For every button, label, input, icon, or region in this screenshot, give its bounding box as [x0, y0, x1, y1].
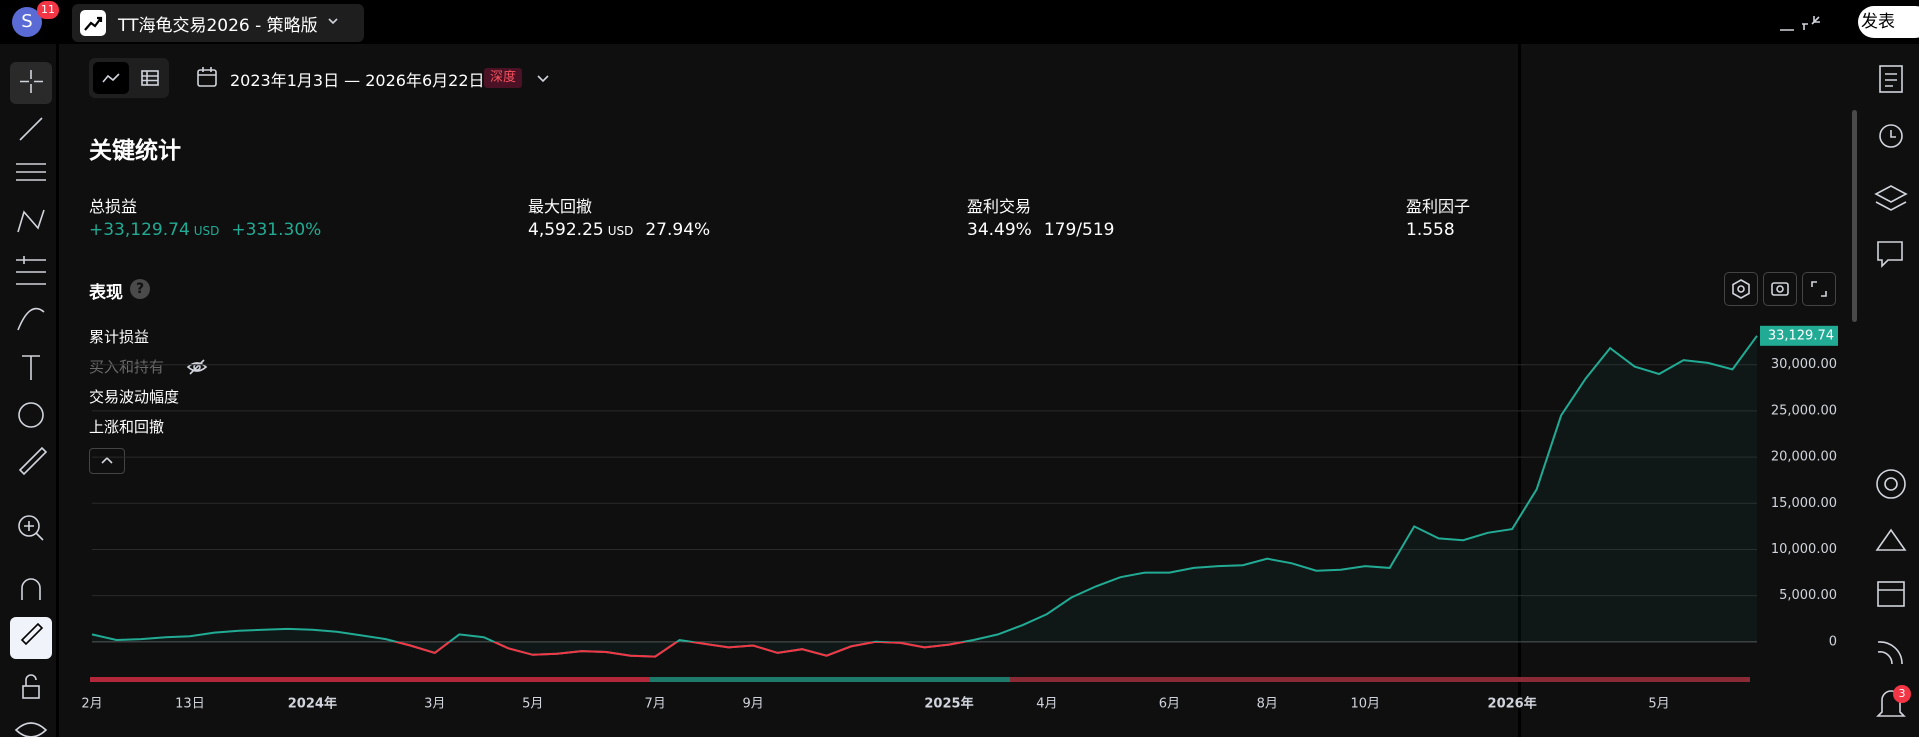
y-tick-label: 0: [1829, 634, 1837, 649]
trade-stripe: [650, 677, 1010, 682]
key-stats-title: 关键统计: [89, 138, 181, 164]
snapshot-button[interactable]: [1763, 272, 1797, 306]
stat-value: 34.49%: [967, 220, 1032, 240]
last-value-box: [1760, 325, 1838, 346]
tool-active[interactable]: [10, 62, 52, 104]
legend-item: 交易波动幅度: [89, 388, 180, 406]
stat-value: 1.558: [1406, 220, 1455, 240]
hidden-icon[interactable]: [186, 358, 208, 376]
x-tick-label: 5月: [522, 697, 543, 712]
table-view[interactable]: [140, 68, 160, 88]
tab-dropdown[interactable]: [326, 14, 340, 28]
calendar-icon: [197, 67, 217, 87]
settings-button[interactable]: [1724, 272, 1758, 306]
x-tick-label: 13日: [175, 697, 205, 712]
stat-value-row: 1.558: [1406, 220, 1455, 240]
legend-item: 买入和持有: [89, 358, 165, 376]
y-tick-label: 15,000.00: [1771, 496, 1837, 511]
x-tick-label: 2月: [81, 697, 102, 712]
chart-view[interactable]: [93, 62, 129, 94]
y-tick-label: 30,000.00: [1771, 357, 1837, 372]
stat-label: 盈利交易: [967, 197, 1032, 216]
y-tick-label: 25,000.00: [1771, 403, 1837, 418]
stat-label: 总损益: [89, 197, 138, 216]
area: [92, 335, 1757, 657]
tool-icons: [14, 70, 48, 737]
stat-value: +33,129.74: [89, 220, 190, 240]
stat-label: 最大回撤: [528, 197, 593, 216]
y-tick-label: 20,000.00: [1771, 450, 1837, 465]
x-tick-label: 2024年: [288, 696, 337, 712]
tab-icon: [80, 10, 106, 36]
trade-stripe: [90, 677, 650, 682]
stat-value-row: 34.49% 179/519: [967, 220, 1114, 240]
stat-unit: USD: [607, 224, 634, 238]
x-tick-label: 2026年: [1488, 696, 1537, 712]
x-tick-label: 2025年: [924, 696, 973, 712]
stat-percent: +331.30%: [231, 220, 322, 240]
legend-item: 上涨和回撤: [89, 418, 165, 436]
y-tick-label: 5,000.00: [1779, 588, 1837, 603]
depth-badge: 深度: [484, 68, 523, 88]
alerts-badge: 3: [1893, 685, 1911, 703]
performance-title: 表现: [89, 283, 123, 303]
y-tick-label: 10,000.00: [1771, 542, 1837, 557]
x-tick-label: 10月: [1350, 697, 1380, 712]
main-panel: [59, 46, 1515, 737]
stat-value: 4,592.25: [528, 220, 604, 240]
legend-item: 累计损益: [89, 328, 150, 346]
x-tick-label: 4月: [1036, 697, 1057, 712]
x-tick-label: 6月: [1159, 697, 1180, 712]
help-icon[interactable]: ?: [130, 279, 150, 299]
tab[interactable]: [72, 4, 364, 42]
x-tick-label: 3月: [424, 697, 445, 712]
tab-title: TT海龟交易2026 - 策略版: [118, 16, 318, 36]
fullscreen-button[interactable]: [1802, 272, 1836, 306]
date-dropdown[interactable]: [535, 70, 551, 86]
trade-stripe: [1010, 677, 1750, 682]
line-negative: [392, 641, 970, 658]
scrollbar[interactable]: [1852, 110, 1857, 322]
date-range[interactable]: 2023年1月3日 — 2026年6月22日: [230, 71, 485, 90]
stat-value-row: +33,129.74 USD +331.30%: [89, 220, 321, 240]
x-tick-label: 7月: [645, 697, 666, 712]
notification-badge: 11: [37, 1, 59, 19]
stat-label: 盈利因子: [1406, 197, 1471, 216]
x-tick-label: 5月: [1648, 697, 1669, 712]
window-controls[interactable]: [1778, 12, 1828, 34]
stat-unit: USD: [193, 224, 220, 238]
stat-value-row: 4,592.25 USD 27.94%: [528, 220, 710, 240]
last-value-label: 33,129.74: [1768, 328, 1834, 343]
x-tick-label: 9月: [742, 697, 763, 712]
stat-percent: 27.94%: [645, 220, 711, 240]
publish-button[interactable]: 发表: [1858, 6, 1919, 38]
stat-ratio: 179/519: [1043, 220, 1115, 240]
x-tick-label: 8月: [1257, 697, 1278, 712]
collapse-button[interactable]: [89, 448, 125, 474]
